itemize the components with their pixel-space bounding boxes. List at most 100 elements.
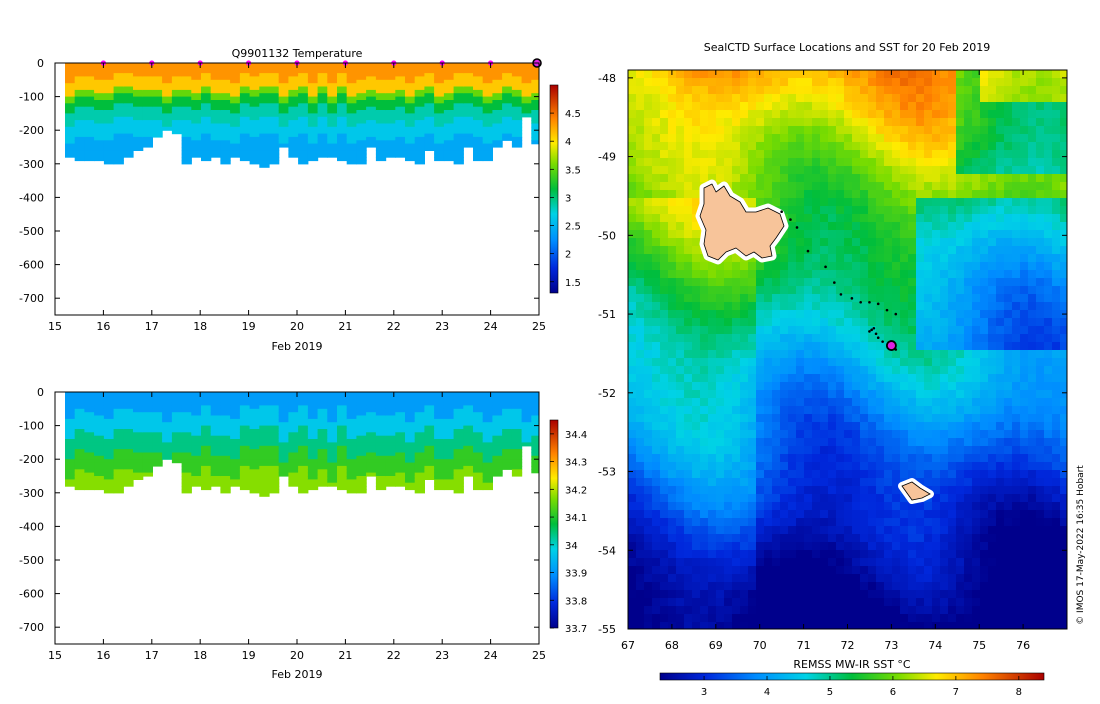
temp-cell [230,130,240,134]
sst-cell [916,230,925,239]
sst-cell [732,142,741,151]
sst-cell [868,334,877,343]
sst-cell [860,230,869,239]
sst-cell [644,142,653,151]
sst-cell [820,134,829,143]
sst-cell [828,358,837,367]
sst-cell [668,222,677,231]
sst-cell [916,358,925,367]
sst-cell [748,166,757,175]
sst-cell [660,286,669,295]
sst-cell [860,110,869,119]
sst-cell [676,134,685,143]
sst-cell [996,206,1005,215]
temp-cell [84,137,94,141]
cbar-tick-label: 34.1 [565,513,587,524]
sst-cell [884,158,893,167]
sst-cell [804,374,813,383]
sst-cell [924,294,933,303]
sst-cell [788,78,797,87]
sst-cell [788,150,797,159]
sst-cell [716,342,725,351]
sst-cell [772,158,781,167]
sst-cell [748,358,757,367]
sst-cell [836,158,845,167]
sst-cell [764,166,773,175]
sst-cell [724,278,733,287]
sst-cell [764,142,773,151]
sst-cell [644,254,653,263]
sst-cell [908,158,917,167]
sst-cell [756,86,765,95]
sst-cell [932,246,941,255]
sst-cell [652,190,661,199]
sst-cell [908,278,917,287]
temp-cell [454,130,464,134]
sst-cell [756,110,765,119]
temp-cell [75,130,85,134]
sst-cell [948,230,957,239]
sst-cell [796,118,805,127]
sst-cell [948,310,957,319]
sst-cell [1020,86,1029,95]
sst-cell [1012,70,1021,79]
sst-cell [812,134,821,143]
sst-cell [1020,238,1029,247]
temp-cell [405,157,415,161]
temp-cell [94,137,104,141]
sst-cell [932,198,941,207]
sst-cell [844,246,853,255]
sst-cell [860,166,869,175]
sst-cell [796,142,805,151]
sst-cell [660,310,669,319]
sst-cell [628,150,637,159]
sst-cell [940,86,949,95]
sst-cell [908,70,917,79]
sst-cell [868,118,877,127]
sst-cell [940,78,949,87]
sst-cell [900,158,909,167]
sal-cell [182,489,192,493]
sst-cell [796,166,805,175]
sst-cell [1036,102,1045,111]
sst-cell [652,174,661,183]
sst-cell [956,110,965,119]
sst-cell [716,86,725,95]
sal-colorbar [550,420,558,628]
sst-cell [628,358,637,367]
sst-cell [660,350,669,359]
x-tick-label: 16 [96,649,110,662]
sst-cell [868,126,877,135]
sst-cell [860,198,869,207]
sst-cell [700,366,709,375]
sst-cell [676,78,685,87]
sst-cell [700,302,709,311]
sst-cell [908,262,917,271]
sst-cell [740,134,749,143]
sst-cell [788,318,797,327]
sst-cell [884,254,893,263]
sal-cell [75,409,85,413]
sst-cell [876,350,885,359]
sst-cell [1004,326,1013,335]
sst-cell [996,342,1005,351]
temp-cell [143,137,153,141]
sst-cell [852,238,861,247]
sal-cell [366,473,376,477]
sst-cell [828,158,837,167]
sst-cell [1036,198,1045,207]
sst-cell [940,166,949,175]
sst-cell [1004,222,1013,231]
sst-cell [980,286,989,295]
sst-cell [708,334,717,343]
sst-cell [1028,86,1037,95]
sst-cell [948,262,957,271]
sst-cell [844,238,853,247]
sst-cell [932,366,941,375]
sst-cell [732,94,741,103]
sst-cell [828,238,837,247]
sst-cell [684,150,693,159]
sst-cell [676,326,685,335]
sst-cell [708,110,717,119]
sst-cell [676,158,685,167]
